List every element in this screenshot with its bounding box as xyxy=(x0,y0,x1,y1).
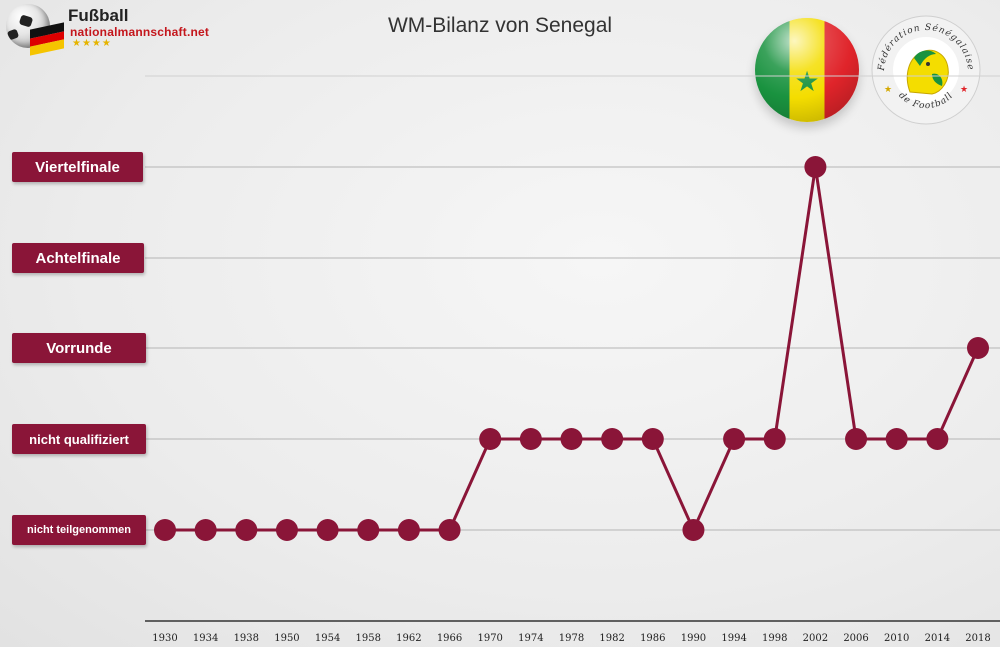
federation-logo: Fédération Sénégalaise de Football ★ ★ xyxy=(871,15,981,125)
y-level-label: Viertelfinale xyxy=(12,152,143,182)
data-point xyxy=(235,519,258,541)
data-point xyxy=(275,519,298,541)
x-tick-label: 1938 xyxy=(234,633,259,644)
brand-logo: Fußball nationalmannschaft.net ★★★★ xyxy=(6,4,226,56)
x-tick-label: 1982 xyxy=(599,633,624,644)
x-tick-label: 2006 xyxy=(843,633,868,644)
brand-subtitle: nationalmannschaft.net xyxy=(70,25,210,39)
x-tick-label: 1990 xyxy=(681,633,706,644)
y-level-label: nicht teilgenommen xyxy=(12,515,146,545)
x-tick-label: 1954 xyxy=(315,633,340,644)
data-point xyxy=(519,428,542,450)
brand-title: Fußball xyxy=(68,6,129,25)
data-point xyxy=(967,337,989,359)
senegal-flag-ball-icon: ★ xyxy=(755,18,859,122)
y-level-label: Vorrunde xyxy=(12,333,146,363)
grid-lines xyxy=(145,75,1000,531)
x-tick-label: 1998 xyxy=(762,633,787,644)
x-tick-label: 1962 xyxy=(396,633,421,644)
y-level-label: Achtelfinale xyxy=(12,243,144,273)
svg-text:★: ★ xyxy=(960,84,968,94)
x-tick-label: 1974 xyxy=(518,633,543,644)
data-point xyxy=(601,428,624,450)
x-tick-label: 2010 xyxy=(884,633,909,644)
data-point xyxy=(845,428,868,450)
x-tick-label: 2014 xyxy=(925,633,950,644)
x-tick-label: 1934 xyxy=(193,633,218,644)
data-point xyxy=(194,519,217,541)
data-point xyxy=(926,428,949,450)
data-point xyxy=(316,519,339,541)
data-point xyxy=(682,519,705,541)
data-point xyxy=(763,428,786,450)
x-tick-label: 1986 xyxy=(640,633,665,644)
x-tick-label: 1930 xyxy=(152,633,177,644)
x-tick-label: 2002 xyxy=(803,633,828,644)
data-point xyxy=(479,428,502,450)
data-point xyxy=(641,428,664,450)
data-point xyxy=(357,519,380,541)
chart-title: WM-Bilanz von Senegal xyxy=(387,14,613,37)
x-tick-label: 1958 xyxy=(356,633,381,644)
data-points xyxy=(154,156,989,541)
x-tick-label: 1970 xyxy=(477,633,502,644)
x-tick-label: 1950 xyxy=(274,633,299,644)
x-tick-label: 2018 xyxy=(965,633,990,644)
data-point xyxy=(560,428,583,450)
data-point xyxy=(804,156,827,178)
y-level-label: nicht qualifiziert xyxy=(12,424,146,454)
x-tick-labels: 1930 1934 1938 1950 1954 1958 1962 1966 1970 1974… xyxy=(152,633,990,644)
data-point xyxy=(438,519,461,541)
svg-text:★: ★ xyxy=(884,84,892,94)
data-point xyxy=(154,519,176,541)
x-tick-label: 1978 xyxy=(559,633,584,644)
data-point xyxy=(885,428,908,450)
data-point xyxy=(397,519,420,541)
x-tick-label: 1966 xyxy=(437,633,462,644)
x-tick-label: 1994 xyxy=(721,633,746,644)
brand-stars: ★★★★ xyxy=(72,38,112,49)
data-point xyxy=(723,428,746,450)
